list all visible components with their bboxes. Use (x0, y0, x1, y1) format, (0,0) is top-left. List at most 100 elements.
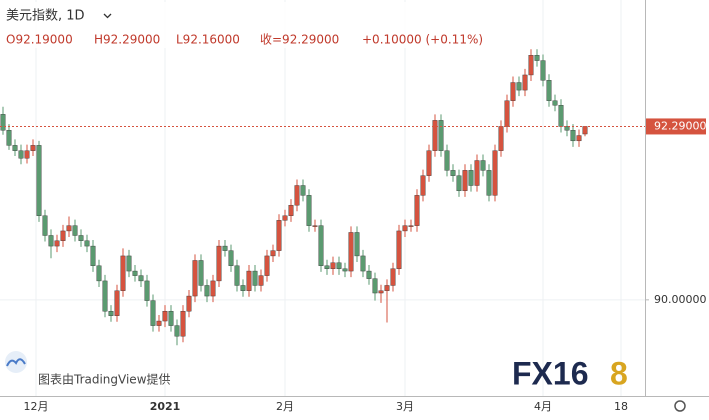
candle-body (48, 235, 54, 247)
candle-body (90, 245, 96, 266)
candle-body (582, 126, 588, 135)
candle-body (162, 310, 168, 322)
candle-body (12, 145, 18, 151)
candle-body (468, 170, 474, 186)
ohlc-close: 收=92.29000 (260, 33, 339, 47)
x-tick-label: 3月 (396, 400, 414, 413)
watermark-text: 图表由TradingView提供 (38, 372, 171, 387)
candle-body (66, 225, 72, 232)
candle-body (126, 255, 132, 272)
candle-body (270, 250, 276, 257)
candle-body (354, 232, 360, 257)
candle-body (102, 280, 108, 312)
candle-body (546, 80, 552, 101)
candle-body (24, 150, 30, 159)
chevron[interactable] (103, 13, 112, 19)
candle-body (78, 235, 84, 241)
candle-body (570, 130, 576, 142)
candle-body (504, 100, 510, 127)
candle-body (444, 150, 450, 171)
ohlc-change: +0.10000 (+0.11%) (362, 33, 483, 47)
candle-body (372, 278, 378, 294)
candle-body (300, 185, 306, 196)
candle-body (258, 275, 264, 286)
candle-body (168, 310, 174, 326)
legend-backdrop (0, 2, 500, 48)
ohlc-open: O92.19000 (6, 33, 73, 47)
settings-icon[interactable] (674, 400, 686, 412)
candle-body (522, 74, 528, 91)
candle-body (60, 230, 66, 241)
candle-body (528, 55, 534, 76)
candle-body (414, 195, 420, 226)
candle-body (360, 255, 366, 272)
symbol-title[interactable]: 美元指数, 1D (6, 9, 85, 24)
last-price-badge (646, 118, 706, 135)
candle-body (0, 114, 6, 131)
candle-body (540, 60, 546, 81)
candle-body (18, 150, 24, 159)
candle-body (222, 245, 228, 251)
ohlc-high: H92.29000 (94, 33, 160, 47)
candle-body (30, 145, 36, 151)
candle-body (420, 175, 426, 196)
candle-body (558, 105, 564, 127)
candle-body (174, 325, 180, 337)
candle-body (36, 145, 42, 216)
candle-body (390, 268, 396, 286)
candle-body (408, 225, 414, 227)
candles (0, 49, 588, 346)
candle-body (576, 135, 582, 142)
logo-accent: 8 (610, 355, 628, 391)
candle-body (114, 290, 120, 316)
candle-body (216, 245, 222, 282)
candle-body (426, 150, 432, 176)
candle-body (84, 240, 90, 247)
candle-body (72, 225, 78, 236)
candle-body (498, 126, 504, 151)
candle-body (240, 285, 246, 291)
candle-body (120, 255, 126, 291)
x-tick-label: 2021 (150, 400, 181, 413)
candle-body (54, 240, 60, 247)
candle-body (204, 285, 210, 297)
candle-body (294, 185, 300, 206)
candle-body (396, 230, 402, 269)
candle-body (474, 160, 480, 186)
candle-body (192, 260, 198, 297)
candle-body (186, 295, 192, 312)
candle-body (156, 320, 162, 326)
x-tick-label: 12月 (24, 400, 49, 413)
candle-body (108, 310, 114, 316)
candle-body (510, 82, 516, 101)
candle-body (462, 170, 468, 192)
x-tick-label: 18 (614, 400, 628, 413)
candle-body (378, 290, 384, 294)
candle-body (384, 285, 390, 291)
candle-body (342, 268, 348, 272)
candle-body (336, 262, 342, 269)
candle-body (276, 220, 282, 251)
candle-body (210, 280, 216, 297)
candle-body (234, 265, 240, 286)
candle-body (144, 280, 150, 301)
x-tick-label: 2月 (276, 400, 294, 413)
candle-body (42, 215, 48, 236)
candle-body (480, 160, 486, 171)
candle-body (516, 82, 522, 91)
candle-body (450, 170, 456, 176)
y-tick-label: 90.00000 (654, 293, 707, 306)
candle-body (132, 270, 138, 276)
candle-body (180, 310, 186, 337)
candle-body (564, 126, 570, 131)
candle-body (438, 120, 444, 151)
candle-body (402, 225, 408, 232)
candle-body (246, 270, 252, 291)
candle-body (318, 225, 324, 266)
candle-body (534, 55, 540, 61)
candle-body (552, 100, 558, 106)
last-price-label: 92.29000 (654, 119, 707, 132)
candle-body (366, 270, 372, 279)
